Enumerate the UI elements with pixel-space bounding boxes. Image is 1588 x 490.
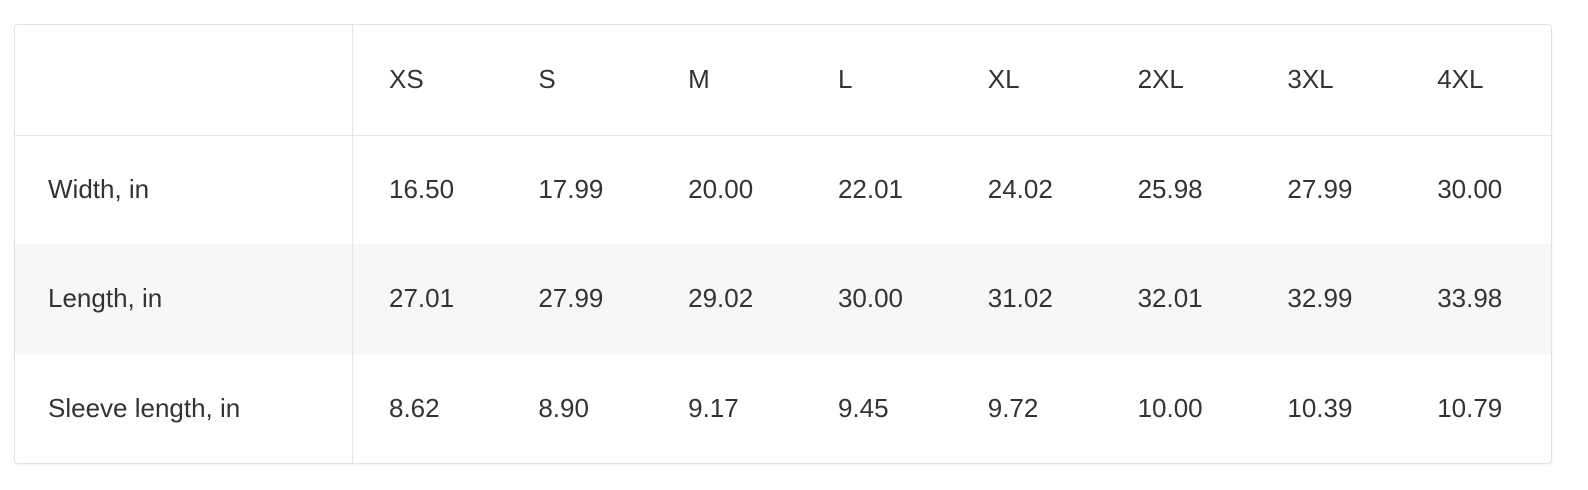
table-row-sleeve-length: Sleeve length, in 8.62 8.90 9.17 9.45 9.…	[15, 353, 1551, 463]
sleeve-xl: 9.72	[987, 392, 1039, 423]
length-xs: 27.01	[389, 283, 455, 314]
length-xl: 31.02	[987, 283, 1053, 314]
size-header-s: S	[502, 25, 653, 136]
width-l: 22.01	[837, 174, 904, 205]
row-label-sleeve-length: Sleeve length, in	[15, 353, 353, 463]
sleeve-xs: 8.62	[389, 392, 440, 423]
sleeve-s: 8.90	[538, 392, 589, 423]
sleeve-2xl: 10.00	[1137, 392, 1203, 423]
corner-cell	[15, 25, 353, 136]
width-xs: 16.50	[389, 174, 455, 205]
width-4xl: 30.00	[1437, 174, 1503, 205]
sleeve-m: 9.17	[688, 392, 739, 423]
size-header-l: L	[801, 25, 952, 136]
size-chart: XS S M L XL 2XL 3XL 4XL Width, in 16.50 …	[15, 25, 1551, 463]
length-l: 30.00	[837, 283, 904, 314]
row-label-width: Width, in	[15, 135, 353, 245]
width-3xl: 27.99	[1287, 174, 1353, 205]
length-m: 29.02	[688, 283, 754, 314]
sleeve-4xl: 10.79	[1437, 392, 1503, 423]
size-header-xs: XS	[352, 25, 503, 136]
size-chart-table: XS S M L XL 2XL 3XL 4XL Width, in 16.50 …	[14, 24, 1552, 464]
size-header-m: M	[652, 25, 802, 136]
width-m: 20.00	[688, 174, 754, 205]
row-label-length: Length, in	[15, 244, 353, 354]
width-xl: 24.02	[987, 174, 1053, 205]
table-row-length: Length, in 27.01 27.99 29.02 30.00 31.02…	[15, 244, 1551, 354]
table-row-width: Width, in 16.50 17.99 20.00 22.01 24.02 …	[15, 135, 1551, 245]
length-2xl: 32.01	[1137, 283, 1203, 314]
length-4xl: 33.98	[1437, 283, 1503, 314]
size-header-2xl: 2XL	[1101, 25, 1252, 136]
size-header-xl: XL	[951, 25, 1102, 136]
length-s: 27.99	[538, 283, 604, 314]
size-header-4xl: 4XL	[1401, 25, 1551, 136]
sleeve-l: 9.45	[837, 392, 889, 423]
size-header-3xl: 3XL	[1251, 25, 1402, 136]
sleeve-3xl: 10.39	[1287, 392, 1353, 423]
width-s: 17.99	[538, 174, 604, 205]
length-3xl: 32.99	[1287, 283, 1353, 314]
width-2xl: 25.98	[1137, 174, 1203, 205]
size-header-row: XS S M L XL 2XL 3XL 4XL	[15, 25, 1551, 136]
